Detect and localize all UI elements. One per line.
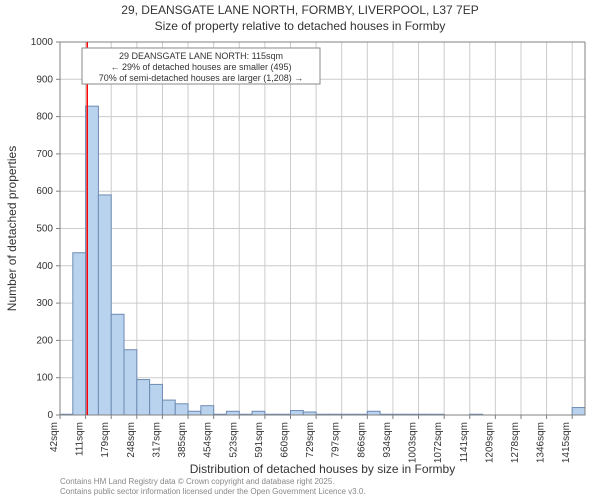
y-tick-label: 300 [36, 298, 53, 309]
y-tick-label: 800 [36, 112, 53, 123]
x-tick-label: 729sqm [305, 422, 316, 458]
y-tick-label: 100 [36, 373, 53, 384]
histogram-bar [137, 380, 150, 415]
x-tick-label: 660sqm [279, 422, 290, 458]
x-tick-label: 1278sqm [510, 422, 521, 463]
x-tick-label: 454sqm [203, 422, 214, 458]
x-tick-label: 591sqm [254, 422, 265, 458]
chart-title-line2: Size of property relative to detached ho… [155, 19, 446, 33]
histogram-bar [73, 253, 86, 415]
histogram-bar [150, 384, 163, 415]
x-tick-label: 934sqm [382, 422, 393, 458]
histogram-bar [290, 411, 303, 415]
y-tick-label: 0 [47, 410, 53, 421]
footer-line1: Contains HM Land Registry data © Crown c… [60, 477, 335, 486]
histogram-bar [124, 350, 137, 415]
annotation-line3: 70% of semi-detached houses are larger (… [99, 73, 304, 83]
x-tick-label: 111sqm [75, 422, 86, 456]
y-tick-label: 1000 [31, 37, 54, 48]
x-tick-label: 1141sqm [459, 422, 470, 462]
footer-line2: Contains public sector information licen… [60, 487, 366, 496]
x-tick-label: 1003sqm [408, 422, 419, 463]
y-tick-label: 200 [36, 335, 53, 346]
histogram-bar [188, 411, 201, 415]
x-tick-label: 1209sqm [484, 422, 495, 463]
histogram-bar [572, 408, 585, 415]
histogram-bar [367, 411, 380, 415]
histogram-bar [252, 411, 265, 415]
annotation-line2: ← 29% of detached houses are smaller (49… [110, 62, 291, 72]
histogram-bar [162, 400, 175, 415]
x-tick-label: 523sqm [228, 422, 239, 458]
x-tick-label: 866sqm [356, 422, 367, 458]
histogram-bar [98, 195, 111, 415]
histogram-bar [175, 404, 188, 415]
chart-title-line1: 29, DEANSGATE LANE NORTH, FORMBY, LIVERP… [121, 3, 478, 17]
x-tick-label: 1346sqm [536, 422, 547, 463]
histogram-bar [201, 406, 214, 415]
y-tick-label: 600 [36, 186, 53, 197]
x-tick-label: 42sqm [49, 422, 60, 452]
x-tick-label: 179sqm [100, 422, 111, 458]
x-axis-label: Distribution of detached houses by size … [190, 462, 455, 476]
histogram-bar [111, 314, 124, 415]
y-tick-label: 500 [36, 224, 53, 235]
x-tick-label: 797sqm [331, 422, 342, 458]
annotation-line1: 29 DEANSGATE LANE NORTH: 115sqm [119, 51, 283, 61]
x-tick-label: 1415sqm [561, 422, 572, 463]
y-tick-label: 400 [36, 261, 53, 272]
y-tick-label: 700 [36, 149, 53, 160]
y-axis-label: Number of detached properties [5, 146, 19, 311]
y-tick-label: 900 [36, 74, 53, 85]
property-size-histogram: 0 100 200 300 400 500 600 700 800 900 1000 42sqm 111… [0, 0, 600, 500]
x-tick-label: 317sqm [151, 422, 162, 458]
x-tick-label: 385sqm [177, 422, 188, 458]
histogram-bar [226, 411, 239, 415]
x-tick-label: 1072sqm [433, 422, 444, 463]
x-tick-label: 248sqm [126, 422, 137, 458]
